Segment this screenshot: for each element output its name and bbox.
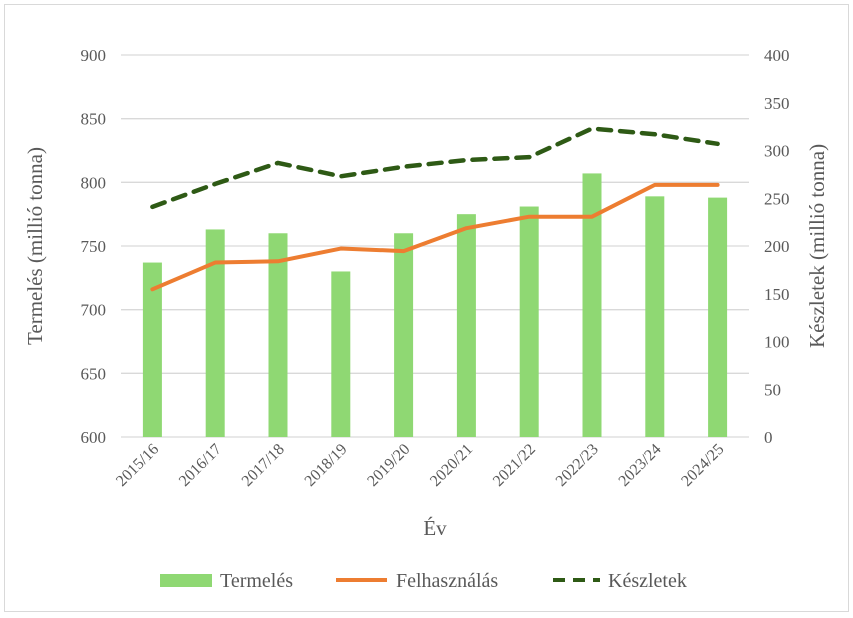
y2-tick-label: 300 [764,142,790,161]
y2-axis-title: Készletek (millió tonna) [805,144,829,348]
y2-tick-label: 200 [764,237,790,256]
y-axis-title: Termelés (millió tonna) [23,147,47,345]
y2-tick-label: 350 [764,94,790,113]
y2-tick-label: 250 [764,189,790,208]
bar-termeles [519,206,539,437]
x-axis-title: Év [423,516,447,540]
legend-label-termeles: Termelés [220,570,293,592]
bar-termeles [708,197,728,437]
bar-termeles [394,233,414,437]
bar-termeles [645,196,665,437]
y2-tick-label: 50 [764,380,781,399]
legend-label-keszletek: Készletek [608,570,687,592]
bar-termeles [205,229,225,437]
line-felhasznalas [150,182,720,292]
y-tick-label: 700 [81,301,107,320]
bar-termeles [268,233,288,437]
y-tick-label: 900 [81,46,107,65]
legend: Termelés Felhasználás Készletek [160,570,687,592]
bar-termeles [456,214,476,437]
bar-termeles [582,173,602,438]
y-tick-label: 750 [81,237,107,256]
legend-label-felhasznalas: Felhasználás [396,570,498,592]
y2-tick-label: 400 [764,46,790,65]
y-tick-label: 800 [81,173,107,192]
y2-tick-label: 0 [764,428,773,447]
y-tick-label: 650 [81,364,107,383]
y2-tick-label: 150 [764,285,790,304]
legend-swatch-termeles [160,574,212,587]
line-keszletek [150,126,720,210]
y-tick-label: 850 [81,110,107,129]
y2-tick-label: 100 [764,333,790,352]
bar-termeles [142,262,162,437]
y-tick-label: 600 [81,428,107,447]
bar-termeles [331,271,351,437]
